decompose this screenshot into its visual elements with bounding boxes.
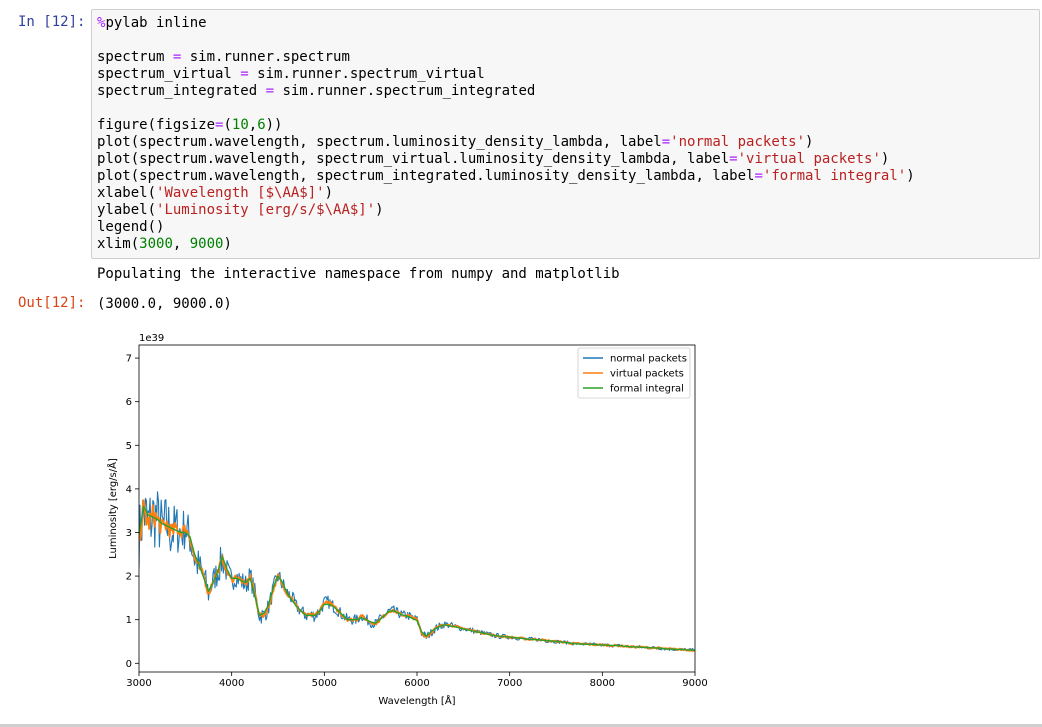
code-token: = <box>240 66 249 82</box>
code-token: plot(spectrum.wavelength, spectrum_virtu… <box>97 151 730 167</box>
code-token: sim.runner.spectrum <box>181 49 350 65</box>
code-token: 'normal packets' <box>670 134 806 150</box>
y-tick-label: 2 <box>126 572 132 583</box>
code-token: 3000 <box>139 236 173 252</box>
x-tick-label: 4000 <box>219 678 244 689</box>
code-line[interactable]: legend() <box>97 219 915 236</box>
x-tick-label: 6000 <box>404 678 429 689</box>
input-prompt: In [12]: <box>18 14 86 30</box>
code-token: )) <box>265 117 283 133</box>
legend-label: virtual packets <box>610 369 684 380</box>
code-token: 6 <box>257 117 266 133</box>
code-token: = <box>754 168 763 184</box>
code-token: ) <box>375 202 384 218</box>
code-line[interactable]: spectrum_virtual = sim.runner.spectrum_v… <box>97 66 915 83</box>
x-tick-label: 3000 <box>126 678 151 689</box>
code-token: = <box>729 151 738 167</box>
code-line[interactable]: xlabel('Wavelength [$\AA$]') <box>97 185 915 202</box>
code-token: xlabel( <box>97 185 157 201</box>
code-token: = <box>215 117 224 133</box>
y-axis-label: Luminosity [erg/s/Å] <box>106 458 119 559</box>
code-token: , <box>248 117 258 133</box>
x-tick-label: 5000 <box>312 678 337 689</box>
code-token: ylabel( <box>97 202 157 218</box>
code-token: ) <box>223 236 232 252</box>
code-token: ) <box>906 168 915 184</box>
code-token: 'Wavelength [$\AA$]' <box>156 185 325 201</box>
code-text[interactable]: %pylab inline spectrum = sim.runner.spec… <box>97 15 915 253</box>
bottom-divider <box>0 724 1042 727</box>
code-token: plot(spectrum.wavelength, spectrum.lumin… <box>97 134 662 150</box>
y-tick-label: 1 <box>126 615 132 626</box>
y-tick-label: 3 <box>126 528 132 539</box>
code-token: sim.runner.spectrum_virtual <box>248 66 485 82</box>
x-tick-label: 7000 <box>497 678 522 689</box>
code-token: = <box>265 83 275 99</box>
code-line[interactable]: ylabel('Luminosity [erg/s/$\AA$]') <box>97 202 915 219</box>
code-token: 'virtual packets' <box>737 151 881 167</box>
code-line[interactable]: figure(figsize=(10,6)) <box>97 117 915 134</box>
code-token: 9000 <box>189 236 224 252</box>
code-token: plot(spectrum.wavelength, spectrum_integ… <box>97 168 755 184</box>
code-token: 10 <box>231 117 249 133</box>
code-line[interactable]: plot(spectrum.wavelength, spectrum_virtu… <box>97 151 915 168</box>
y-tick-label: 5 <box>126 441 132 452</box>
code-token: legend() <box>97 219 165 235</box>
code-token: = <box>661 134 671 150</box>
legend-label: formal integral <box>610 384 684 395</box>
legend-label: normal packets <box>610 354 687 365</box>
code-token: = <box>172 49 182 65</box>
code-cell-editor[interactable]: %pylab inline spectrum = sim.runner.spec… <box>91 9 1040 259</box>
code-token: % <box>97 15 106 31</box>
y-tick-label: 0 <box>126 659 132 670</box>
code-token: ) <box>324 185 334 201</box>
code-token: ( <box>223 117 232 133</box>
y-tick-label: 6 <box>126 397 132 408</box>
y-tick-label: 7 <box>126 354 132 365</box>
output-prompt: Out[12]: <box>18 295 86 311</box>
y-tick-label: 4 <box>126 484 132 495</box>
series-line <box>139 499 695 652</box>
legend-box <box>577 347 691 399</box>
code-token: 'Luminosity [erg/s/$\AA$]' <box>156 202 376 218</box>
y-offset-text: 1e39 <box>139 333 164 344</box>
code-line[interactable]: xlim(3000, 9000) <box>97 236 915 253</box>
code-line[interactable]: %pylab inline <box>97 15 915 32</box>
code-token: figure(figsize <box>97 117 216 133</box>
code-token: ) <box>805 134 814 150</box>
code-line[interactable]: plot(spectrum.wavelength, spectrum.lumin… <box>97 134 915 151</box>
code-token: 'formal integral' <box>762 168 907 184</box>
x-axis-label: Wavelength [Å] <box>378 694 455 707</box>
cell-output-value: (3000.0, 9000.0) <box>97 296 232 312</box>
code-token: spectrum <box>97 49 173 65</box>
code-token: pylab inline <box>105 15 207 31</box>
code-token: spectrum_integrated <box>97 83 266 99</box>
x-tick-label: 9000 <box>682 678 707 689</box>
code-line[interactable]: spectrum_integrated = sim.runner.spectru… <box>97 83 915 100</box>
code-token: ) <box>880 151 890 167</box>
code-line[interactable]: spectrum = sim.runner.spectrum <box>97 49 915 66</box>
code-token: xlim( <box>97 236 140 252</box>
series-group <box>139 491 695 652</box>
code-token: sim.runner.spectrum_integrated <box>274 83 536 99</box>
series-line <box>139 491 695 652</box>
code-line[interactable]: plot(spectrum.wavelength, spectrum_integ… <box>97 168 915 185</box>
code-token: spectrum_virtual <box>97 66 241 82</box>
x-tick-label: 8000 <box>590 678 615 689</box>
cell-stdout: Populating the interactive namespace fro… <box>97 266 620 282</box>
code-token: , <box>172 236 190 252</box>
series-line <box>139 505 695 651</box>
